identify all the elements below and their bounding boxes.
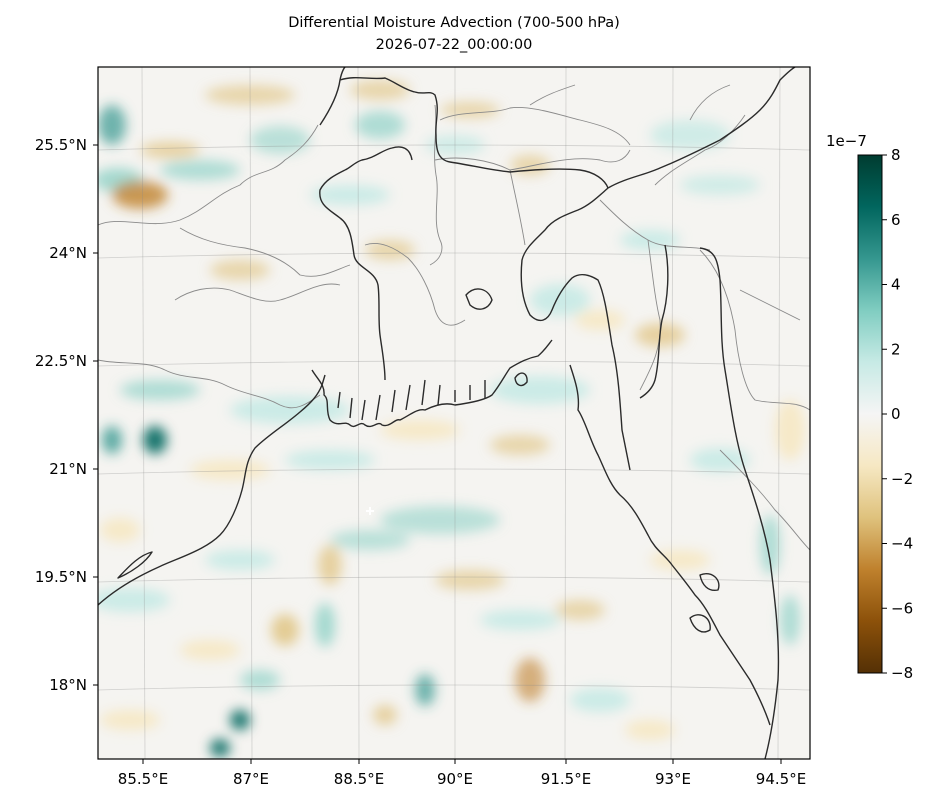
colorbar: 1e−7 8 6 4 2 0 −2 −4 −6 −8 [826,132,913,682]
colorbar-ticks: 8 6 4 2 0 −2 −4 −6 −8 [882,146,913,682]
coastline-east [569,364,771,726]
gridlines [98,67,810,759]
y-tick-label: 18°N [49,676,87,694]
y-tick-label: 19.5°N [35,568,87,586]
chilika-lake [117,551,153,579]
x-tick-label: 88.5°E [334,770,384,788]
colorbar-tick-label: 8 [891,146,901,164]
x-tick-label: 87°E [233,770,269,788]
colorbar-tick-label: 6 [891,211,901,229]
y-axis: 25.5°N 24°N 22.5°N 21°N 19.5°N 18°N [35,136,98,694]
island-3 [514,372,528,387]
border-myanmar [699,247,780,759]
chart-subtitle-date: 2026-07-22_00:00:00 [375,37,533,53]
y-tick-label: 25.5°N [35,136,87,154]
colorbar-tick-label: 2 [891,340,901,358]
y-tick-label: 24°N [49,244,87,262]
estuary-channels [321,374,486,421]
border-northeast [607,67,796,189]
x-tick-label: 85.5°E [118,770,168,788]
colorbar-exponent: 1e−7 [826,132,867,150]
colorbar-tick-label: 0 [891,405,901,423]
colorbar-tick-label: −8 [891,664,913,682]
station-marker [366,507,374,515]
x-tick-label: 90°E [437,770,473,788]
colorbar-tick-label: 4 [891,276,901,294]
x-tick-label: 93°E [655,770,691,788]
colorbar-tick-label: −2 [891,470,913,488]
state-borders [98,84,810,551]
colorbar-gradient [857,154,883,674]
x-tick-label: 94.5°E [756,770,806,788]
border-tripura [639,244,669,399]
y-tick-label: 22.5°N [35,352,87,370]
map-panel [98,67,810,759]
x-axis: 85.5°E 87°E 88.5°E 90°E 91.5°E 93°E 94.5°E [118,759,806,788]
island-1 [689,614,711,633]
coastline-and-borders [98,67,796,759]
advection-field [98,80,805,757]
y-tick-label: 21°N [49,460,87,478]
map-frame [97,66,811,760]
border-east [520,187,631,471]
island-4 [465,288,493,310]
border-north [319,67,609,189]
coastline-west [98,384,323,606]
colorbar-tick-label: −4 [891,535,913,553]
coastline-sundarbans [311,339,553,428]
island-2 [699,573,720,592]
chart-title: Differential Moisture Advection (700-500… [288,15,620,31]
x-tick-label: 91.5°E [541,770,591,788]
colorbar-tick-label: −6 [891,599,913,617]
border-northwest [344,146,413,171]
border-west [319,169,386,381]
